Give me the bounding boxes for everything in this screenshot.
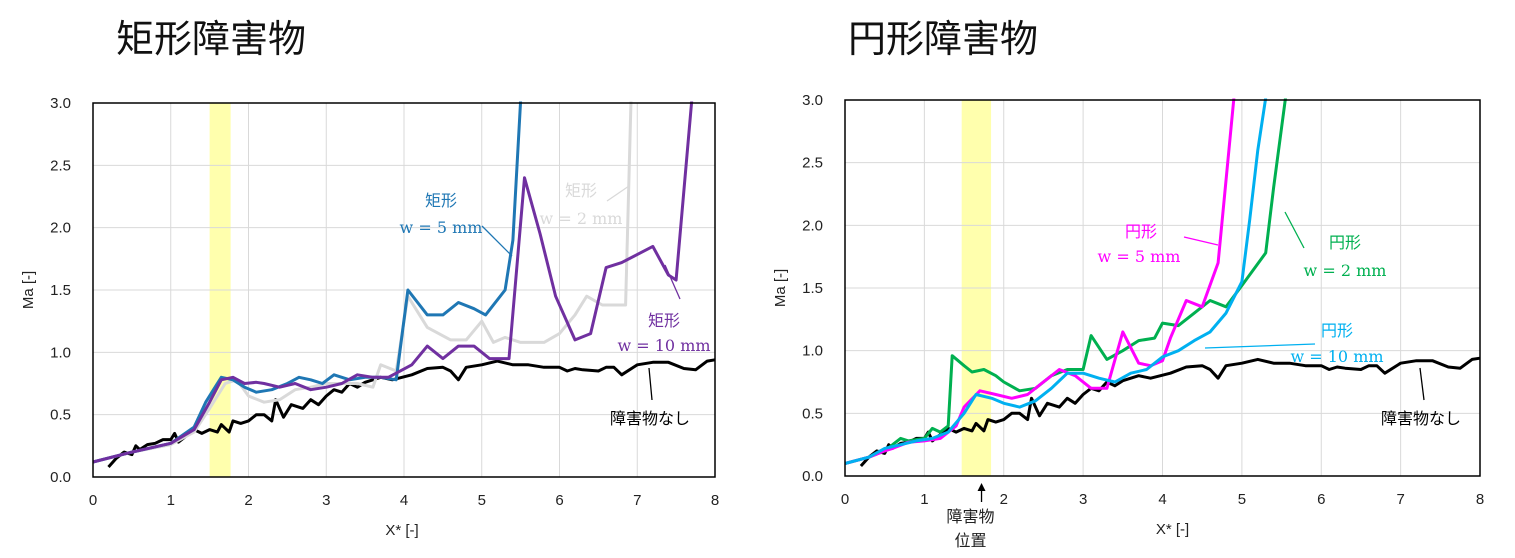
annotation-leader <box>1183 236 1219 246</box>
x-tick-label: 2 <box>244 492 252 509</box>
y-tick-label: 0.0 <box>802 468 823 485</box>
y-tick-label: 2.5 <box>802 155 823 172</box>
series-line-3 <box>92 100 694 464</box>
x-tick-label: 3 <box>322 492 330 509</box>
x-axis-label: X* [-] <box>1156 521 1189 538</box>
y-tick-label: 1.0 <box>802 343 823 360</box>
x-tick-label: 8 <box>711 492 719 509</box>
annotation-leader <box>606 185 630 202</box>
x-tick-label: 5 <box>478 492 486 509</box>
x-tick-label: 1 <box>167 492 175 509</box>
annotation-label: 円形 <box>1329 233 1361 252</box>
x-tick-label: 7 <box>633 492 641 509</box>
x-axis-label: X* [-] <box>385 522 418 539</box>
y-tick-label: 0.0 <box>50 469 71 486</box>
x-tick-label: 3 <box>1079 491 1087 508</box>
y-axis-label: Ma [-] <box>20 271 37 309</box>
annotation-formula: w = 10 mm <box>617 336 710 355</box>
x-tick-label: 6 <box>555 492 563 509</box>
annotation-leader <box>1419 367 1425 401</box>
top-mask <box>843 60 1482 99</box>
annotation-formula: w = 2 mm <box>1304 261 1387 280</box>
annotation-formula: w = 5 mm <box>1098 247 1181 266</box>
series-line-1 <box>92 100 633 464</box>
position-marker-arrowhead <box>977 483 986 491</box>
annotation-leader <box>648 367 653 401</box>
y-tick-label: 2.0 <box>50 220 71 237</box>
y-axis-label: Ma [-] <box>772 269 789 307</box>
x-tick-label: 6 <box>1317 491 1325 508</box>
annotation-label: 矩形 <box>648 311 680 330</box>
x-tick-label: 4 <box>1158 491 1166 508</box>
x-tick-label: 7 <box>1396 491 1404 508</box>
series-line-3 <box>844 97 1268 465</box>
top-mask <box>91 63 717 102</box>
series-line-2 <box>92 100 523 464</box>
y-tick-label: 0.5 <box>50 407 71 424</box>
annotation-label: 円形 <box>1321 321 1353 340</box>
x-tick-label: 8 <box>1476 491 1484 508</box>
annotation-leader <box>1204 343 1316 349</box>
y-tick-label: 3.0 <box>802 92 823 109</box>
x-tick-label: 0 <box>841 491 849 508</box>
y-tick-label: 1.5 <box>50 282 71 299</box>
annotation-leader <box>1284 211 1305 249</box>
y-tick-label: 0.5 <box>802 405 823 422</box>
position-marker-label: 位置 <box>955 531 987 550</box>
y-tick-label: 2.0 <box>802 217 823 234</box>
chart-panel-right: 0 1 2 3 4 5 6 7 8 0.0 0.5 1.0 1.5 2.0 2.5 3.0 X* [-] Ma [… <box>772 60 1484 550</box>
annotation-label: 障害物なし <box>610 409 690 428</box>
series-line-1 <box>844 97 1287 465</box>
x-tick-label: 4 <box>400 492 408 509</box>
x-tick-label: 2 <box>1000 491 1008 508</box>
panel-title-rect: 矩形障害物 <box>116 17 307 61</box>
y-tick-label: 3.0 <box>50 95 71 112</box>
annotation-formula: w = 5 mm <box>400 218 483 237</box>
annotation-formula: w = 10 mm <box>1290 347 1383 366</box>
annotation-label: 矩形 <box>565 181 597 200</box>
x-tick-label: 0 <box>89 492 97 509</box>
position-marker-label: 障害物 <box>947 507 995 526</box>
annotation-label: 矩形 <box>425 191 457 210</box>
annotation-label: 障害物なし <box>1381 409 1461 428</box>
y-tick-label: 1.0 <box>50 344 71 361</box>
series-line-2 <box>844 97 1236 465</box>
y-tick-label: 1.5 <box>802 280 823 297</box>
x-tick-label: 5 <box>1238 491 1246 508</box>
x-tick-label: 1 <box>920 491 928 508</box>
annotation-leader <box>664 264 681 300</box>
plot-frame <box>844 99 1481 477</box>
annotation-formula: w = 2 mm <box>540 209 623 228</box>
panel-title-circle: 円形障害物 <box>848 17 1039 61</box>
annotation-leader <box>481 225 513 257</box>
y-tick-label: 2.5 <box>50 157 71 174</box>
plot-frame <box>92 102 716 478</box>
annotation-label: 円形 <box>1125 222 1157 241</box>
chart-panel-left: 0 1 2 3 4 5 6 7 8 0.0 0.5 1.0 1.5 2.0 2.5 3.0 X* [-] Ma [… <box>20 63 719 539</box>
